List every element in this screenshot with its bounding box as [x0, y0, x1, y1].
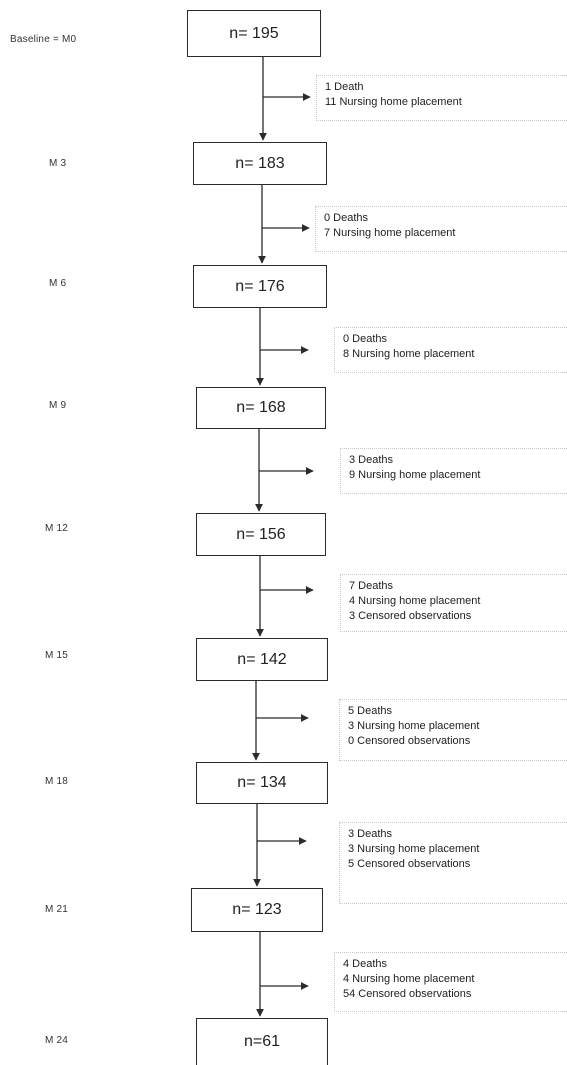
- cohort-box-m15: n= 142: [196, 638, 328, 681]
- timepoint-label-m12: M 12: [45, 523, 69, 534]
- cohort-box-m6: n= 176: [193, 265, 327, 308]
- cohort-count-m15: n= 142: [237, 650, 287, 668]
- cohort-count-m18: n= 134: [237, 774, 287, 791]
- exit-box-m3: 0 Deaths 7 Nursing home placement: [315, 206, 567, 252]
- exit-censored: 3 Censored observations: [349, 610, 472, 622]
- cohort-box-m3: n= 183: [193, 142, 327, 185]
- exit-box-m21: 4 Deaths 4 Nursing home placement 54 Cen…: [334, 952, 567, 1012]
- cohort-count-m6: n= 176: [235, 277, 285, 295]
- cohort-box-m0: n= 195: [187, 10, 321, 57]
- exit-deaths: 0 Deaths: [324, 212, 369, 224]
- timepoint-label-m3: M 3: [49, 158, 67, 169]
- exit-deaths: 5 Deaths: [348, 705, 393, 717]
- exit-nursing-home: 7 Nursing home placement: [324, 227, 456, 239]
- timepoint-label-m6: M 6: [49, 278, 67, 289]
- exit-box-m9: 3 Deaths 9 Nursing home placement: [340, 448, 567, 494]
- exit-deaths: 3 Deaths: [349, 454, 394, 466]
- cohort-count-m9: n= 168: [236, 399, 286, 416]
- timepoint-label-m24: M 24: [45, 1035, 69, 1046]
- timepoint-label-m15: M 15: [45, 650, 69, 661]
- exit-deaths: 1 Death: [325, 81, 364, 93]
- exit-deaths: 4 Deaths: [343, 958, 388, 970]
- exit-box-m0: 1 Death 11 Nursing home placement: [316, 75, 567, 121]
- cohort-count-m3: n= 183: [235, 154, 285, 172]
- timepoint-label-m21: M 21: [45, 904, 69, 915]
- cohort-box-m12: n= 156: [196, 513, 326, 556]
- exit-censored: 5 Censored observations: [348, 858, 471, 870]
- timepoint-label-m9: M 9: [49, 400, 67, 411]
- exit-nursing-home: 9 Nursing home placement: [349, 469, 481, 481]
- cohort-count-m24: n=61: [243, 1033, 281, 1050]
- timepoint-label-m0: Baseline = M0: [10, 34, 77, 45]
- cohort-box-m18: n= 134: [196, 762, 328, 804]
- exit-box-m12: 7 Deaths 4 Nursing home placement 3 Cens…: [340, 574, 567, 632]
- cohort-box-m21: n= 123: [191, 888, 323, 932]
- exit-box-m18: 3 Deaths 3 Nursing home placement 5 Cens…: [339, 822, 567, 904]
- cohort-count-m12: n= 156: [236, 525, 286, 543]
- cohort-count-m0: n= 195: [229, 24, 279, 42]
- exit-deaths: 3 Deaths: [348, 828, 393, 840]
- exit-censored: 0 Censored observations: [348, 735, 471, 747]
- exit-box-m15: 5 Deaths 3 Nursing home placement 0 Cens…: [339, 699, 567, 761]
- exit-censored: 54 Censored observations: [343, 988, 472, 1000]
- cohort-box-m24: n=61: [196, 1018, 328, 1065]
- exit-deaths: 7 Deaths: [349, 580, 394, 592]
- exit-nursing-home: 4 Nursing home placement: [349, 595, 481, 607]
- exit-nursing-home: 4 Nursing home placement: [343, 973, 475, 985]
- cohort-box-m9: n= 168: [196, 387, 326, 429]
- exit-box-m6: 0 Deaths 8 Nursing home placement: [334, 327, 567, 373]
- exit-nursing-home: 3 Nursing home placement: [348, 720, 480, 732]
- cohort-count-m21: n= 123: [232, 901, 282, 918]
- exit-nursing-home: 8 Nursing home placement: [343, 348, 475, 360]
- exit-nursing-home: 11 Nursing home placement: [325, 96, 462, 108]
- timepoint-label-m18: M 18: [45, 776, 69, 787]
- exit-deaths: 0 Deaths: [343, 333, 388, 345]
- exit-nursing-home: 3 Nursing home placement: [348, 843, 480, 855]
